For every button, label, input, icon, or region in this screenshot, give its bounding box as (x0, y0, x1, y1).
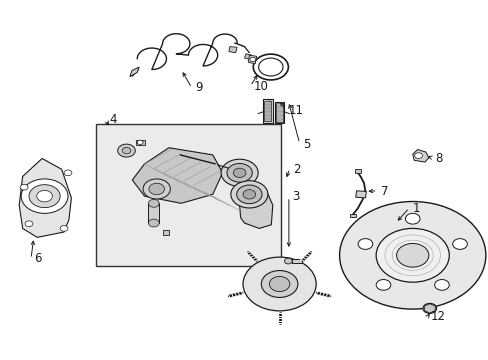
Circle shape (261, 271, 297, 297)
Circle shape (243, 257, 316, 311)
Text: 11: 11 (288, 104, 303, 117)
Polygon shape (132, 148, 222, 203)
Text: 12: 12 (430, 310, 445, 324)
Circle shape (20, 184, 28, 190)
Circle shape (221, 159, 258, 186)
Circle shape (21, 179, 68, 213)
Polygon shape (354, 169, 360, 173)
Polygon shape (349, 214, 355, 217)
Polygon shape (248, 55, 256, 64)
Circle shape (339, 202, 485, 309)
Circle shape (143, 179, 170, 199)
Polygon shape (292, 259, 302, 263)
Polygon shape (424, 304, 434, 313)
Circle shape (226, 163, 252, 182)
Circle shape (60, 226, 68, 231)
Circle shape (37, 190, 52, 202)
Circle shape (249, 57, 255, 62)
Circle shape (414, 153, 422, 158)
Circle shape (148, 219, 159, 227)
Polygon shape (162, 230, 168, 234)
Text: 3: 3 (292, 190, 299, 203)
Polygon shape (276, 103, 283, 122)
Circle shape (357, 239, 372, 249)
Text: 7: 7 (380, 185, 388, 198)
Circle shape (405, 213, 419, 224)
Polygon shape (130, 67, 139, 77)
Polygon shape (228, 46, 237, 53)
Circle shape (149, 183, 164, 195)
Circle shape (258, 58, 283, 76)
Polygon shape (148, 203, 159, 223)
Polygon shape (263, 99, 272, 123)
Circle shape (148, 199, 159, 207)
Circle shape (426, 306, 432, 311)
Text: 4: 4 (109, 113, 116, 126)
Text: 10: 10 (253, 80, 267, 93)
Circle shape (396, 243, 428, 267)
Circle shape (452, 239, 467, 249)
Text: 6: 6 (34, 252, 41, 265)
Polygon shape (274, 102, 284, 123)
Circle shape (243, 190, 255, 199)
Circle shape (230, 181, 267, 208)
Text: 2: 2 (293, 163, 300, 176)
Polygon shape (244, 54, 251, 59)
Circle shape (422, 303, 436, 314)
Polygon shape (136, 140, 144, 145)
Polygon shape (239, 187, 272, 228)
Circle shape (269, 276, 289, 292)
Circle shape (375, 279, 390, 290)
Circle shape (434, 279, 448, 290)
Polygon shape (19, 158, 71, 237)
Bar (96, 125, 281, 266)
Circle shape (375, 228, 448, 282)
Text: 9: 9 (194, 81, 202, 94)
Circle shape (122, 147, 131, 154)
Circle shape (118, 144, 135, 157)
Polygon shape (412, 149, 428, 162)
Text: 1: 1 (412, 202, 419, 215)
Polygon shape (264, 101, 271, 121)
Circle shape (253, 54, 288, 80)
Circle shape (25, 221, 33, 226)
Polygon shape (355, 191, 366, 198)
Circle shape (233, 168, 245, 177)
Circle shape (29, 185, 60, 208)
Circle shape (284, 258, 292, 264)
Circle shape (236, 185, 262, 204)
Circle shape (64, 170, 72, 176)
Text: 5: 5 (303, 138, 310, 150)
Circle shape (137, 140, 143, 144)
Text: 8: 8 (435, 152, 442, 165)
